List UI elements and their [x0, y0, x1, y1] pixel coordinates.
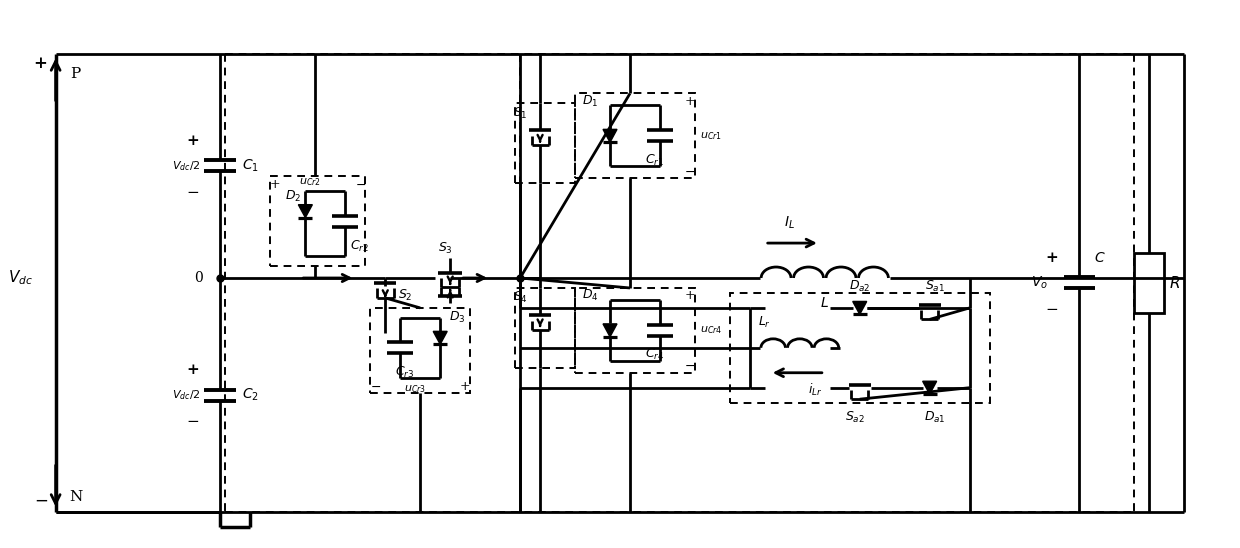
- Text: N: N: [69, 490, 82, 504]
- Text: $S_{a1}$: $S_{a1}$: [925, 278, 945, 294]
- Text: $S_{a2}$: $S_{a2}$: [844, 410, 864, 425]
- Text: $u_{Cr3}$: $u_{Cr3}$: [404, 383, 427, 395]
- Text: $u_{Cr2}$: $u_{Cr2}$: [299, 176, 321, 188]
- Text: $i_{Lr}$: $i_{Lr}$: [807, 381, 822, 398]
- Text: $-$: $-$: [33, 492, 47, 509]
- Text: P: P: [71, 66, 81, 81]
- Text: +: +: [684, 95, 696, 108]
- Text: $C_{r3}$: $C_{r3}$: [396, 365, 414, 380]
- Text: $V_{dc}/2$: $V_{dc}/2$: [172, 159, 201, 173]
- Text: $L$: $L$: [821, 296, 830, 310]
- Text: +: +: [460, 380, 470, 393]
- Text: $-$: $-$: [684, 165, 696, 178]
- Text: 0: 0: [193, 271, 202, 285]
- Polygon shape: [923, 381, 936, 394]
- Text: $L_r$: $L_r$: [759, 315, 771, 330]
- Text: $V_{dc}$: $V_{dc}$: [9, 269, 33, 287]
- Text: $D_1$: $D_1$: [582, 94, 598, 109]
- Text: $D_{a2}$: $D_{a2}$: [849, 278, 870, 294]
- Text: $C_{r4}$: $C_{r4}$: [645, 347, 665, 362]
- Text: $S_3$: $S_3$: [438, 241, 453, 255]
- Text: $S_4$: $S_4$: [512, 290, 527, 305]
- Text: $C_2$: $C_2$: [242, 387, 259, 403]
- Text: +: +: [684, 289, 696, 302]
- Text: $-$: $-$: [684, 359, 696, 372]
- Text: $R$: $R$: [1169, 275, 1180, 291]
- Text: +: +: [270, 178, 280, 191]
- Text: $C_{r1}$: $C_{r1}$: [646, 153, 665, 168]
- Polygon shape: [299, 204, 312, 218]
- Text: $S_2$: $S_2$: [398, 288, 413, 304]
- Text: $u_{Cr1}$: $u_{Cr1}$: [699, 130, 722, 142]
- Polygon shape: [853, 301, 867, 315]
- Text: $u_{Cr4}$: $u_{Cr4}$: [699, 324, 722, 336]
- Text: $-$: $-$: [355, 178, 366, 191]
- Text: $V_{dc}/2$: $V_{dc}/2$: [172, 389, 201, 402]
- Polygon shape: [603, 129, 618, 142]
- Text: +: +: [33, 55, 47, 72]
- Text: $C_1$: $C_1$: [242, 158, 259, 174]
- Text: +: +: [186, 363, 198, 377]
- Text: $C$: $C$: [1094, 251, 1105, 265]
- Text: $D_4$: $D_4$: [582, 288, 599, 304]
- Text: $C_{r2}$: $C_{r2}$: [351, 238, 370, 254]
- Text: $-$: $-$: [370, 380, 381, 393]
- Text: $-$: $-$: [186, 184, 200, 198]
- Text: $V_o$: $V_o$: [1030, 275, 1048, 291]
- Bar: [1135, 253, 1164, 313]
- Polygon shape: [603, 324, 618, 337]
- Text: $-$: $-$: [1045, 301, 1058, 315]
- Text: +: +: [186, 134, 198, 148]
- Text: $-$: $-$: [186, 413, 200, 427]
- Text: $S_1$: $S_1$: [513, 106, 527, 121]
- Text: $D_{a1}$: $D_{a1}$: [924, 410, 946, 425]
- Text: $D_2$: $D_2$: [285, 189, 301, 204]
- Text: +: +: [1045, 251, 1058, 265]
- Text: $I_L$: $I_L$: [785, 215, 795, 231]
- Text: $D_3$: $D_3$: [449, 310, 465, 326]
- Polygon shape: [433, 332, 448, 344]
